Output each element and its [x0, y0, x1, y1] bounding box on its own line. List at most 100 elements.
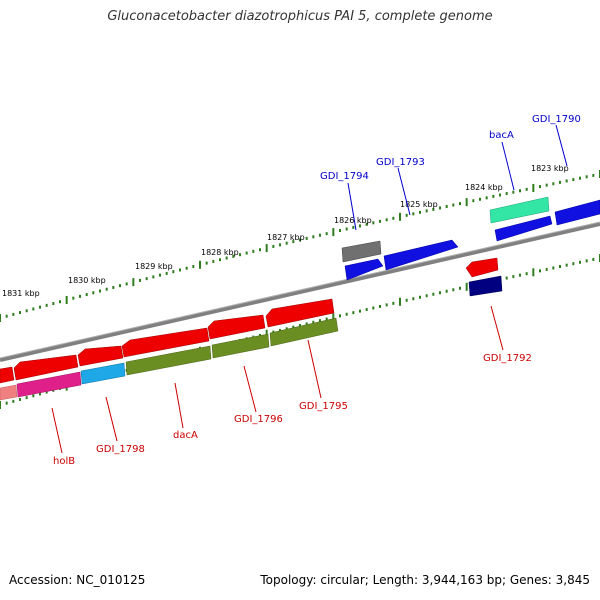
- minor-tick: [45, 390, 48, 394]
- minor-tick: [239, 253, 241, 257]
- label-GDI_1792: GDI_1792: [483, 353, 532, 364]
- minor-tick: [39, 392, 41, 396]
- accession-text: Accession: NC_010125: [9, 573, 146, 587]
- gene-pseudo-grey[interactable]: [341, 240, 382, 263]
- minor-tick: [79, 294, 81, 298]
- major-tick: [0, 401, 1, 409]
- minor-tick: [305, 322, 308, 326]
- gene-red-5[interactable]: [13, 354, 79, 381]
- gene-red-2[interactable]: [207, 314, 266, 340]
- label-holB: holB: [53, 456, 75, 467]
- gene-GDI_1793-arrow[interactable]: [383, 239, 459, 271]
- minor-tick: [32, 394, 35, 398]
- gene-red-4[interactable]: [77, 345, 124, 367]
- minor-tick: [592, 173, 595, 177]
- gene-GDI_1790-arrow[interactable]: [554, 199, 600, 226]
- label-dacA: dacA: [173, 430, 198, 441]
- minor-tick: [12, 399, 15, 403]
- minor-tick: [559, 180, 561, 184]
- major-tick: [332, 313, 335, 322]
- minor-tick: [299, 324, 301, 327]
- minor-tick: [579, 176, 581, 180]
- minor-tick: [312, 235, 315, 239]
- gene-bacA-arrow[interactable]: [489, 196, 550, 224]
- minor-tick: [299, 238, 301, 242]
- minor-tick: [5, 401, 8, 405]
- minor-tick: [232, 254, 235, 258]
- minor-tick: [172, 270, 175, 274]
- gene-navy-block[interactable]: [468, 275, 503, 297]
- gene-GDI_1791-arrow[interactable]: [494, 215, 553, 242]
- minor-tick: [145, 277, 148, 281]
- minor-tick: [512, 275, 515, 279]
- major-tick: [399, 297, 401, 306]
- minor-tick: [192, 265, 195, 269]
- major-tick: [132, 278, 135, 287]
- minor-tick: [292, 240, 295, 244]
- forward-genes: [341, 196, 600, 281]
- minor-tick: [359, 224, 361, 228]
- minor-tick: [12, 312, 15, 316]
- minor-tick: [179, 268, 181, 272]
- minor-tick: [99, 289, 101, 293]
- minor-tick: [425, 294, 428, 298]
- label-GDI_1798: GDI_1798: [96, 444, 145, 455]
- minor-tick: [445, 289, 448, 293]
- minor-tick: [345, 312, 348, 316]
- minor-tick: [245, 251, 248, 255]
- minor-tick: [52, 302, 55, 306]
- minor-tick: [545, 267, 548, 271]
- kbp-label-1828: 1828 kbp: [201, 248, 239, 257]
- minor-tick: [225, 256, 228, 260]
- minor-tick: [385, 303, 388, 307]
- minor-tick: [439, 291, 441, 295]
- gene-red-6[interactable]: [0, 366, 15, 384]
- kbp-label-1823: 1823 kbp: [531, 164, 569, 173]
- minor-tick: [25, 309, 28, 313]
- minor-tick: [505, 192, 508, 196]
- gene-GDI_1795-bar[interactable]: [269, 317, 339, 347]
- minor-tick: [365, 222, 368, 226]
- major-tick: [399, 212, 401, 221]
- minor-tick: [385, 218, 388, 222]
- minor-tick: [272, 244, 275, 248]
- minor-tick: [139, 278, 141, 282]
- minor-tick: [259, 248, 261, 252]
- gene-red-3[interactable]: [121, 327, 210, 358]
- minor-tick: [572, 178, 575, 182]
- label-GDI_1793: GDI_1793: [376, 157, 425, 168]
- minor-tick: [419, 295, 421, 299]
- minor-tick: [379, 304, 381, 308]
- minor-tick: [152, 275, 155, 279]
- gene-GDI_1798-bar[interactable]: [80, 362, 126, 385]
- minor-tick: [519, 273, 521, 277]
- label-bacA: bacA: [489, 130, 514, 141]
- minor-tick: [459, 202, 461, 206]
- minor-tick: [5, 314, 8, 318]
- gene-red-1[interactable]: [265, 298, 335, 328]
- gene-pink-bar[interactable]: [0, 384, 18, 401]
- minor-tick: [539, 185, 541, 189]
- chromosome-backbone: [0, 222, 600, 362]
- gene-GDI_1792-arrow[interactable]: [465, 257, 499, 278]
- minor-tick: [352, 225, 355, 229]
- map-title: Gluconacetobacter diazotrophicus PAI 5, …: [107, 9, 493, 24]
- minor-tick: [372, 306, 375, 310]
- label-GDI_1796: GDI_1796: [234, 414, 283, 425]
- minor-tick: [539, 269, 541, 273]
- gene-holB-bar[interactable]: [16, 371, 82, 398]
- minor-tick: [445, 204, 448, 208]
- gene-dacA-bar[interactable]: [125, 345, 212, 376]
- major-tick: [265, 244, 268, 253]
- minor-tick: [159, 273, 161, 277]
- major-tick: [332, 228, 335, 237]
- kbp-label-1831: 1831 kbp: [2, 289, 40, 298]
- minor-tick: [279, 243, 281, 247]
- outer-tick-ring: [0, 170, 600, 322]
- minor-tick: [565, 179, 568, 183]
- minor-tick: [439, 206, 441, 210]
- gene-GDI_1794-arrow[interactable]: [344, 258, 384, 281]
- minor-tick: [339, 229, 341, 233]
- gene-GDI_1796-bar[interactable]: [211, 333, 270, 359]
